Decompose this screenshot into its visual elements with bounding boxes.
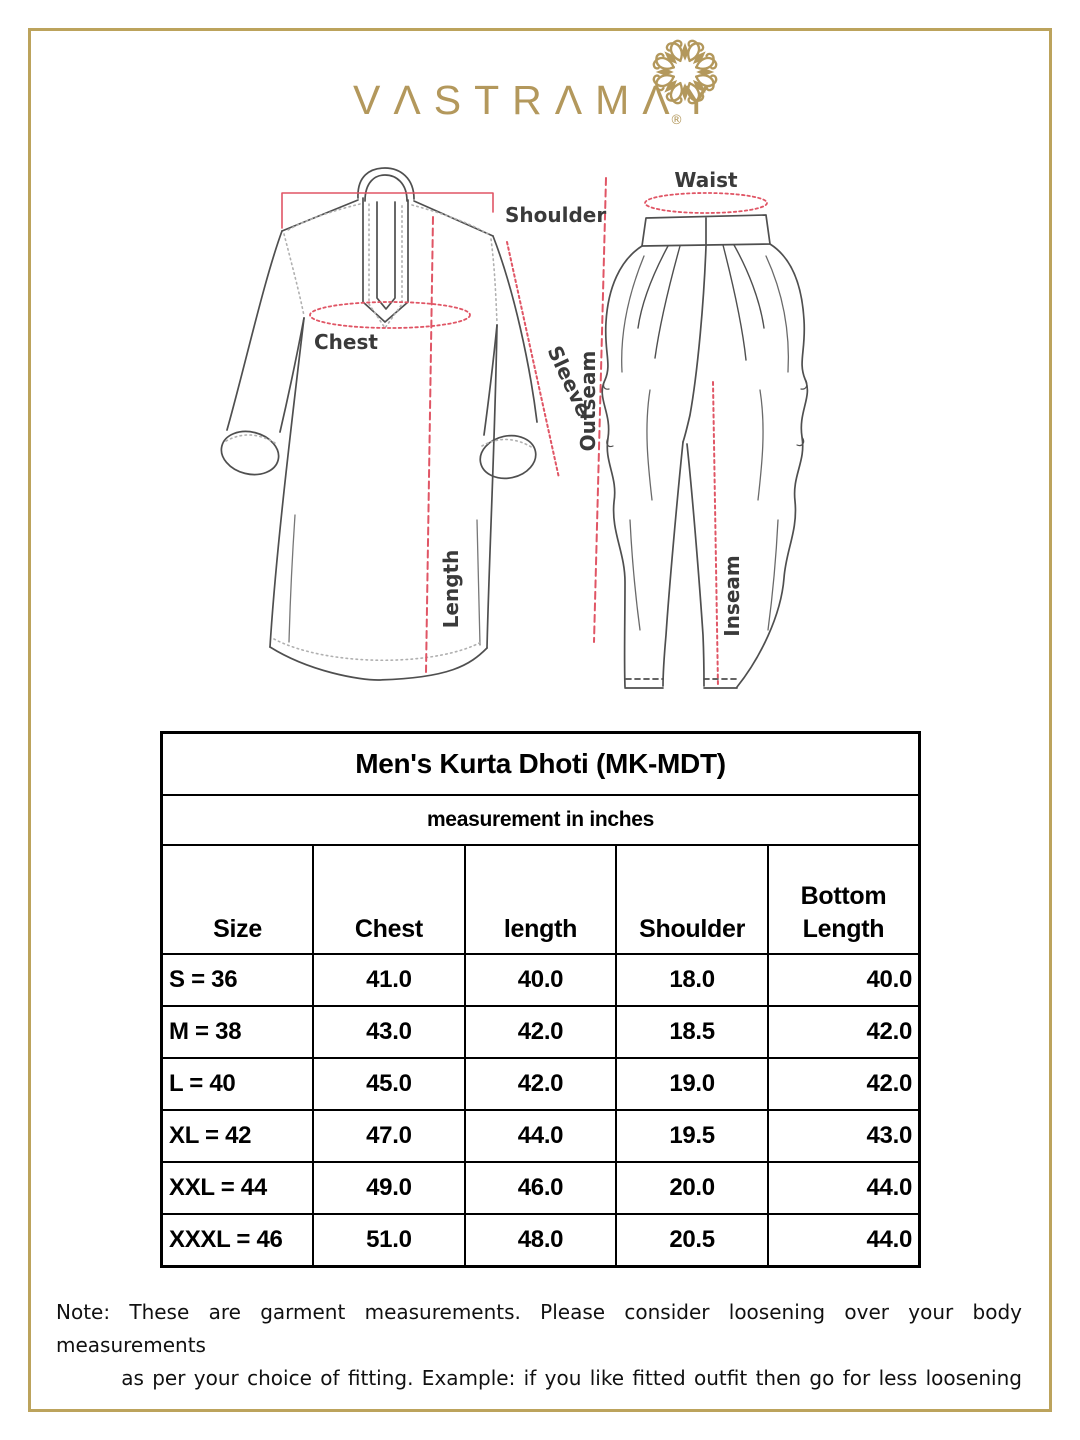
size-value: M = 38 <box>160 1005 315 1059</box>
shoulder-value: 20.0 <box>615 1161 769 1215</box>
column-header-bottom-length: Bottom Length <box>766 844 921 955</box>
registered-trademark-symbol: ® <box>670 113 683 128</box>
table-row: L = 40 45.0 42.0 19.0 42.0 <box>160 1057 921 1111</box>
length-value: 42.0 <box>463 1005 618 1059</box>
waist-ellipse-line <box>644 192 768 214</box>
length-value: 42.0 <box>463 1057 618 1111</box>
shoulder-value: 19.5 <box>615 1109 769 1163</box>
size-value: XXL = 44 <box>160 1161 315 1215</box>
table-row: XL = 42 47.0 44.0 19.5 43.0 <box>160 1109 921 1163</box>
chest-value: 45.0 <box>312 1057 466 1111</box>
length-value: 40.0 <box>463 953 618 1007</box>
bottom-length-value: 44.0 <box>766 1161 921 1215</box>
chest-value: 41.0 <box>312 953 466 1007</box>
column-header-shoulder: Shoulder <box>615 844 769 955</box>
garment-measurement-diagram: Shoulder Chest Sleeve Outseam Length Wai… <box>220 167 809 689</box>
shoulder-value: 18.0 <box>615 953 769 1007</box>
chest-value: 47.0 <box>312 1109 466 1163</box>
shoulder-value: 18.5 <box>615 1005 769 1059</box>
kurta-line-drawing <box>220 167 538 681</box>
table-header-row: Size Chest length Shoulder Bottom Length <box>160 844 921 955</box>
table-row: XXXL = 46 51.0 48.0 20.5 44.0 <box>160 1213 921 1268</box>
outseam-line <box>593 177 607 643</box>
brand-emblem-icon <box>651 38 719 106</box>
length-value: 44.0 <box>463 1109 618 1163</box>
chest-value: 43.0 <box>312 1005 466 1059</box>
outseam-label: Outseam <box>576 351 600 452</box>
chest-value: 49.0 <box>312 1161 466 1215</box>
bottom-length-value: 40.0 <box>766 953 921 1007</box>
inseam-label: Inseam <box>720 555 744 636</box>
dhoti-line-drawing <box>601 214 809 689</box>
length-value: 48.0 <box>463 1213 618 1268</box>
column-header-length: length <box>463 844 618 955</box>
size-chart-subtitle: measurement in inches <box>160 794 921 846</box>
length-line <box>425 216 434 673</box>
chest-ellipse-line <box>309 301 471 329</box>
size-value: L = 40 <box>160 1057 315 1111</box>
waist-label: Waist <box>674 168 738 192</box>
length-value: 46.0 <box>463 1161 618 1215</box>
length-label: Length <box>439 550 463 629</box>
table-row: XXL = 44 49.0 46.0 20.0 44.0 <box>160 1161 921 1215</box>
bottom-length-value: 43.0 <box>766 1109 921 1163</box>
bottom-length-value: 42.0 <box>766 1005 921 1059</box>
brand-wordmark: VΛSTRΛMΛY <box>353 77 724 123</box>
shoulder-bracket-line <box>281 192 494 229</box>
size-chart-table: Men's Kurta Dhoti (MK-MDT) measurement i… <box>160 731 921 1268</box>
size-value: S = 36 <box>160 953 315 1007</box>
table-row: S = 36 41.0 40.0 18.0 40.0 <box>160 953 921 1007</box>
measurement-annotation-lines <box>281 177 768 688</box>
measurement-note: Note: These are garment measurements. Pl… <box>56 1296 1022 1395</box>
column-header-chest: Chest <box>312 844 466 955</box>
size-chart-title: Men's Kurta Dhoti (MK-MDT) <box>160 731 921 796</box>
shoulder-label: Shoulder <box>505 203 606 227</box>
note-line-1: Note: These are garment measurements. Pl… <box>56 1300 1022 1357</box>
table-row: M = 38 43.0 42.0 18.5 42.0 <box>160 1005 921 1059</box>
sleeve-line <box>506 241 560 479</box>
size-value: XL = 42 <box>160 1109 315 1163</box>
note-line-2: as per your choice of fitting. Example: … <box>121 1366 1022 1390</box>
size-value: XXXL = 46 <box>160 1213 315 1268</box>
measurement-annotation-labels: Shoulder Chest Sleeve Outseam Length Wai… <box>314 168 744 637</box>
bottom-length-value: 42.0 <box>766 1057 921 1111</box>
column-header-size: Size <box>160 844 315 955</box>
table-title-row: Men's Kurta Dhoti (MK-MDT) <box>160 731 921 796</box>
chest-value: 51.0 <box>312 1213 466 1268</box>
bottom-length-value: 44.0 <box>766 1213 921 1268</box>
brand-logo: VΛSTRΛMΛY ® <box>353 36 725 128</box>
shoulder-value: 20.5 <box>615 1213 769 1268</box>
inseam-line <box>712 381 719 688</box>
shoulder-value: 19.0 <box>615 1057 769 1111</box>
table-subtitle-row: measurement in inches <box>160 794 921 846</box>
chest-label: Chest <box>314 330 378 354</box>
